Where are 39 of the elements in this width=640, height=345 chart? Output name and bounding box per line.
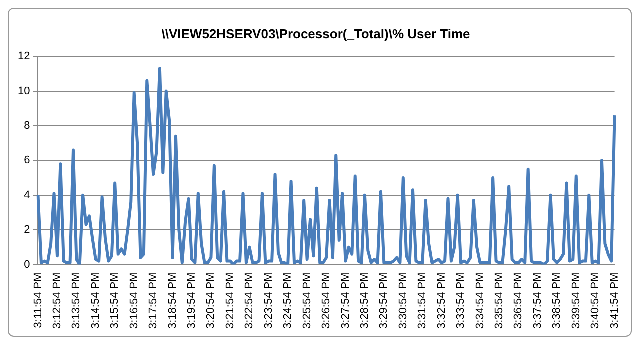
x-tick-label: 3:29:54 PM [378, 272, 390, 330]
y-tick-label: 6 [24, 154, 30, 167]
y-tick-label: 10 [18, 85, 30, 98]
x-tick-label: 3:32:54 PM [436, 272, 448, 330]
x-tick-label: 3:23:54 PM [262, 272, 275, 330]
x-tick-label: 3:20:54 PM [205, 272, 218, 330]
x-tick-label: 3:41:54 PM [608, 272, 621, 330]
y-tick-label: 0 [24, 258, 30, 271]
x-tick-label: 3:36:54 PM [512, 272, 525, 330]
x-tick-label: 3:14:54 PM [90, 272, 102, 330]
chart-title: \\VIEW52HSERV03\Processor(_Total)\% User Time [162, 26, 470, 42]
x-tick-label: 3:39:54 PM [570, 272, 582, 330]
x-tick-label: 3:37:54 PM [532, 272, 544, 330]
x-tick-label: 3:13:54 PM [70, 272, 83, 330]
x-tick-label: 3:31:54 PM [416, 272, 429, 330]
x-tick-label: 3:28:54 PM [358, 272, 371, 330]
x-tick-label: 3:34:54 PM [474, 272, 486, 330]
y-tick-label: 12 [18, 50, 30, 63]
x-tick-label: 3:33:54 PM [455, 272, 468, 330]
x-tick-label: 3:40:54 PM [590, 272, 602, 330]
x-tick-label: 3:17:54 PM [148, 272, 160, 330]
x-tick-label: 3:12:54 PM [51, 272, 64, 330]
x-tick-label: 3:25:54 PM [301, 272, 314, 330]
x-tick-label: 3:38:54 PM [551, 272, 564, 330]
x-tick-label: 3:16:54 PM [128, 272, 140, 330]
x-tick-label: 3:22:54 PM [244, 272, 256, 330]
x-tick-label: 3:27:54 PM [340, 272, 352, 330]
x-tick-label: 3:26:54 PM [320, 272, 333, 330]
x-tick-label: 3:18:54 PM [166, 272, 179, 330]
x-tick-label: 3:30:54 PM [397, 272, 410, 330]
x-tick-label: 3:19:54 PM [186, 272, 198, 330]
x-tick-label: 3:24:54 PM [282, 272, 294, 330]
y-tick-label: 4 [24, 189, 30, 202]
x-tick-label: 3:11:54 PM [32, 272, 44, 328]
x-tick-label: 3:21:54 PM [224, 272, 236, 330]
x-tick-label: 3:15:54 PM [109, 272, 122, 330]
x-tick-label: 3:35:54 PM [494, 272, 506, 330]
y-tick-label: 2 [24, 224, 30, 236]
y-tick-label: 8 [24, 120, 30, 132]
